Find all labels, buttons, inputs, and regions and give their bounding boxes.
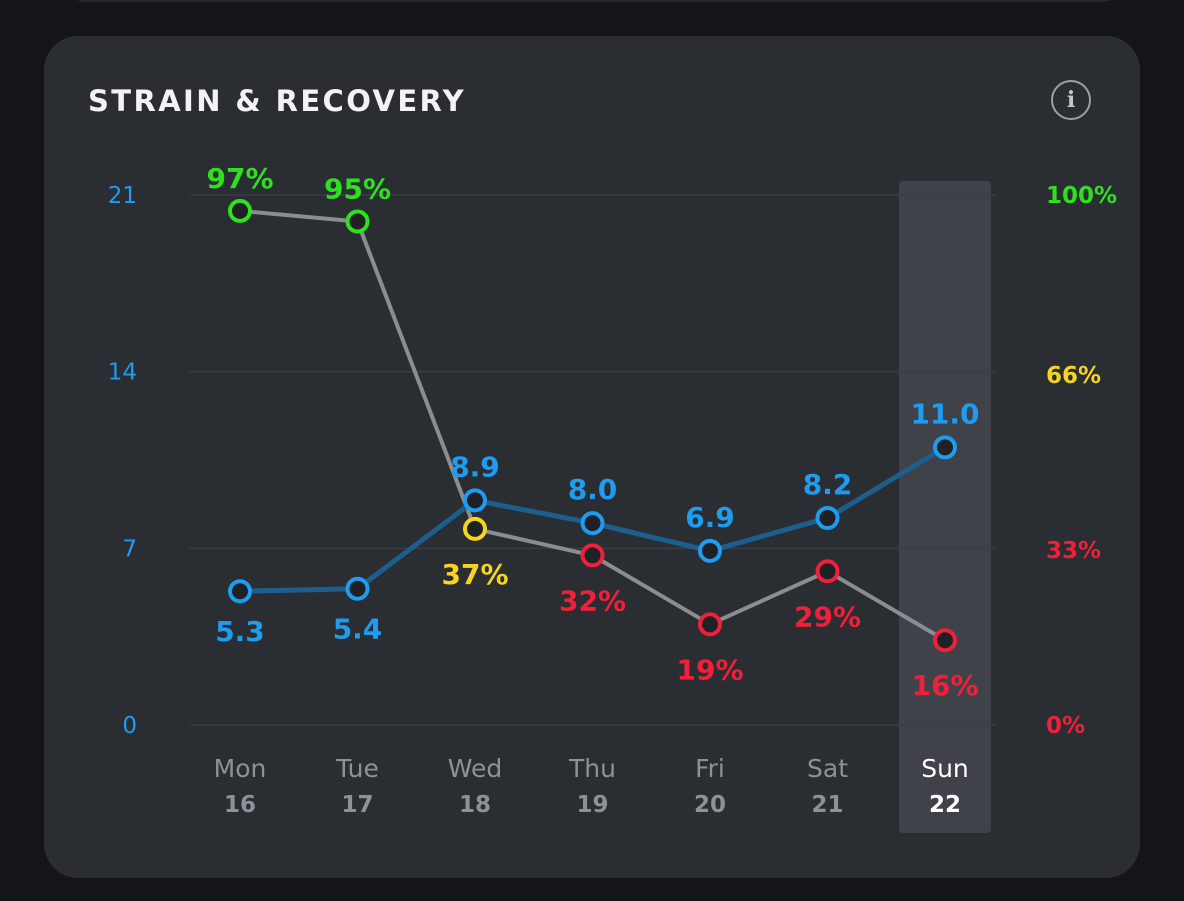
recovery-point[interactable]: [463, 516, 487, 541]
previous-card-edge: [64, 0, 1124, 2]
left-axis-tick-label: 14: [108, 360, 137, 386]
x-axis-day-label[interactable]: Sun: [921, 754, 969, 783]
x-axis-date-label[interactable]: 20: [694, 792, 726, 818]
info-icon: i: [1066, 87, 1076, 113]
recovery-label: 19%: [676, 653, 743, 686]
strain-label: 6.9: [685, 501, 735, 534]
x-axis-date-label[interactable]: 19: [576, 792, 608, 818]
recovery-label: 37%: [441, 558, 508, 591]
x-axis-date-label[interactable]: 16: [224, 792, 256, 818]
x-axis-date-label[interactable]: 22: [929, 792, 961, 818]
x-axis-date-label[interactable]: 17: [341, 792, 373, 818]
left-axis-tick-label: 21: [108, 183, 137, 209]
recovery-label: 95%: [324, 173, 391, 206]
strain-label: 5.3: [215, 615, 265, 648]
recovery-point[interactable]: [228, 198, 252, 223]
strain-point[interactable]: [345, 576, 370, 601]
strain-point[interactable]: [228, 579, 252, 604]
strain-label: 8.0: [568, 473, 618, 506]
recovery-label: 29%: [794, 600, 861, 633]
recovery-point[interactable]: [345, 209, 370, 234]
right-axis-tick-label: 0%: [1046, 713, 1085, 739]
x-axis-date-label[interactable]: 18: [459, 792, 491, 818]
strain-point[interactable]: [815, 506, 840, 531]
strain-label: 11.0: [910, 397, 979, 430]
recovery-label: 32%: [559, 584, 626, 617]
strain-point[interactable]: [933, 435, 957, 460]
x-axis-day-label[interactable]: Sat: [807, 754, 848, 783]
recovery-label: 16%: [911, 669, 978, 702]
recovery-point[interactable]: [698, 612, 722, 637]
right-axis-tick-label: 33%: [1046, 538, 1101, 564]
right-axis-tick-label: 100%: [1046, 183, 1117, 209]
recovery-label: 97%: [206, 162, 273, 195]
x-axis-day-label[interactable]: Tue: [335, 754, 379, 783]
strain-point[interactable]: [580, 511, 605, 536]
x-axis-date-label[interactable]: 21: [811, 792, 843, 818]
recovery-point[interactable]: [933, 628, 957, 653]
strain-point[interactable]: [463, 488, 487, 513]
strain-label: 8.2: [803, 468, 853, 501]
card-title: STRAIN & RECOVERY: [88, 84, 467, 118]
recovery-point[interactable]: [815, 559, 840, 584]
x-axis-day-label[interactable]: Fri: [695, 754, 725, 783]
strain-label: 8.9: [450, 450, 500, 483]
selected-day-highlight: [899, 181, 991, 833]
left-axis-tick-label: 0: [122, 713, 137, 739]
x-axis-day-label[interactable]: Mon: [214, 754, 267, 783]
recovery-point[interactable]: [580, 543, 605, 568]
left-axis-tick-label: 7: [122, 536, 137, 562]
x-axis-day-label[interactable]: Thu: [568, 754, 616, 783]
x-axis-day-label[interactable]: Wed: [448, 754, 503, 783]
right-axis-tick-label: 66%: [1046, 363, 1101, 389]
strain-label: 5.4: [333, 613, 383, 646]
info-button[interactable]: i: [1051, 80, 1091, 120]
recovery-line: [239, 208, 947, 642]
strain-point[interactable]: [698, 538, 722, 563]
